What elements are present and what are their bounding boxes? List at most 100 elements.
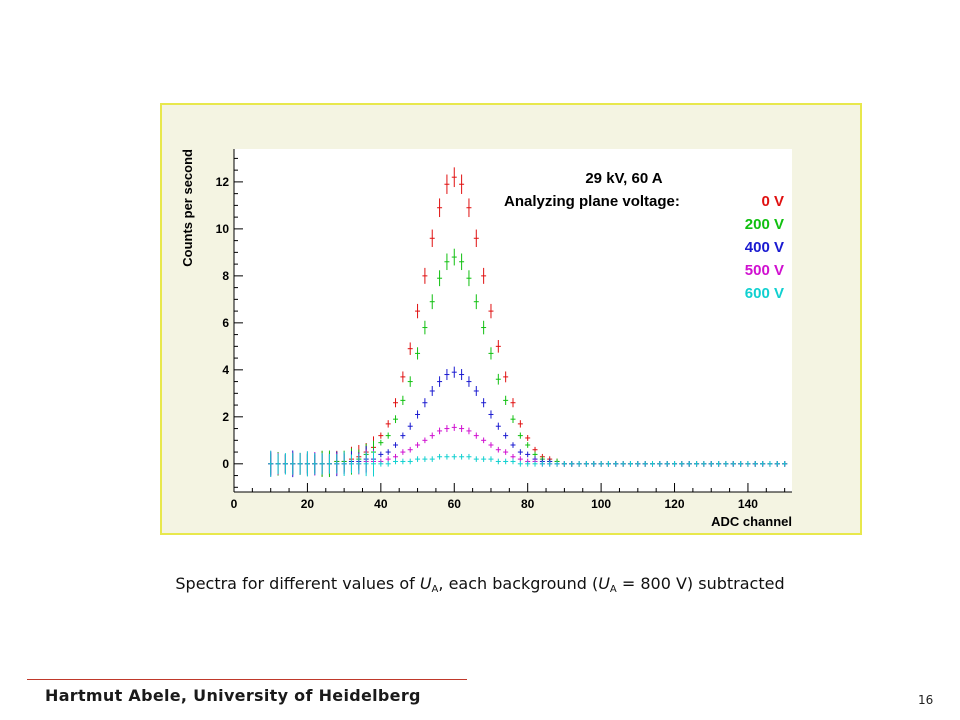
data-point (517, 460, 523, 467)
data-point (583, 460, 589, 467)
data-point (407, 446, 413, 453)
data-point (576, 460, 582, 467)
data-point (503, 458, 509, 465)
data-point (356, 453, 362, 474)
legend-entry: 500 V (745, 262, 784, 279)
y-tick-label: 6 (222, 316, 229, 330)
data-point (752, 460, 758, 467)
data-point (627, 460, 633, 467)
y-tick-label: 4 (222, 363, 229, 377)
legend-header: 29 kV, 60 A (585, 170, 662, 187)
data-point (481, 320, 487, 335)
x-tick-label: 100 (591, 497, 611, 511)
data-point (393, 453, 399, 460)
data-point (400, 432, 406, 439)
data-point (488, 456, 494, 462)
data-point (451, 366, 457, 378)
data-point (488, 303, 494, 319)
footer-divider (27, 679, 467, 680)
data-point (334, 454, 340, 474)
data-point (393, 458, 399, 465)
data-point (767, 460, 773, 467)
data-point (407, 342, 413, 355)
data-point (510, 453, 516, 460)
data-point (415, 410, 421, 419)
y-tick-label: 12 (216, 175, 230, 189)
data-point (429, 229, 435, 248)
data-point (495, 373, 501, 385)
data-point (393, 415, 399, 424)
caption-var-2: U (598, 574, 610, 593)
data-point (488, 442, 494, 448)
data-point (503, 432, 509, 439)
x-tick-label: 40 (374, 497, 388, 511)
data-point (591, 460, 597, 467)
data-point (415, 347, 421, 360)
data-point (495, 340, 501, 353)
data-point (466, 270, 472, 287)
data-point (459, 425, 465, 433)
data-point (422, 456, 428, 462)
data-point (635, 460, 641, 467)
data-point (569, 460, 575, 467)
data-point (774, 460, 780, 467)
data-point (466, 427, 472, 435)
data-point (481, 437, 487, 444)
data-point (422, 437, 428, 444)
data-point (429, 432, 435, 439)
legend-entry: 600 V (745, 285, 784, 302)
data-point (503, 395, 509, 406)
data-point (429, 456, 435, 462)
data-point (385, 449, 391, 455)
legend-entry: 0 V (761, 193, 784, 210)
caption-post: = 800 V) subtracted (616, 574, 785, 593)
data-point (422, 398, 428, 408)
data-point (642, 460, 648, 467)
data-point (510, 458, 516, 465)
data-point (422, 267, 428, 284)
data-point (510, 398, 516, 408)
data-point (437, 198, 443, 218)
data-point (613, 460, 619, 467)
data-point (495, 446, 501, 453)
data-point (686, 460, 692, 467)
data-point (517, 420, 523, 428)
data-point (268, 450, 274, 477)
data-point (488, 410, 494, 419)
page-number: 16 (918, 693, 934, 707)
data-point (473, 456, 479, 462)
data-point (760, 460, 766, 467)
data-point (371, 451, 376, 477)
data-point (422, 320, 428, 335)
data-point (451, 423, 457, 431)
data-point (510, 442, 516, 448)
data-point (437, 270, 443, 287)
data-point (363, 451, 369, 477)
data-point (378, 451, 384, 458)
data-point (605, 460, 611, 467)
data-point (672, 460, 678, 467)
data-point (400, 449, 406, 455)
data-point (664, 460, 670, 467)
x-axis-label: ADC channel (711, 514, 792, 529)
data-point (275, 453, 281, 475)
data-point (745, 460, 751, 467)
data-point (400, 371, 406, 383)
data-point (444, 253, 450, 271)
data-point (473, 386, 479, 396)
data-point (517, 432, 523, 439)
data-point (415, 303, 421, 319)
data-point (650, 460, 655, 467)
x-tick-label: 60 (448, 497, 462, 511)
x-tick-label: 140 (738, 497, 758, 511)
data-point (503, 449, 509, 455)
data-point (437, 427, 443, 435)
data-point (348, 454, 354, 474)
data-point (547, 460, 553, 467)
y-tick-label: 2 (222, 410, 229, 424)
plot-area (234, 149, 792, 492)
data-point (525, 442, 531, 448)
figure-frame: 0 20 40 60 80 100 120 140 0 2 4 6 8 10 12 ADC channel Co… (160, 103, 862, 535)
data-point (326, 453, 332, 474)
data-point (415, 456, 421, 462)
